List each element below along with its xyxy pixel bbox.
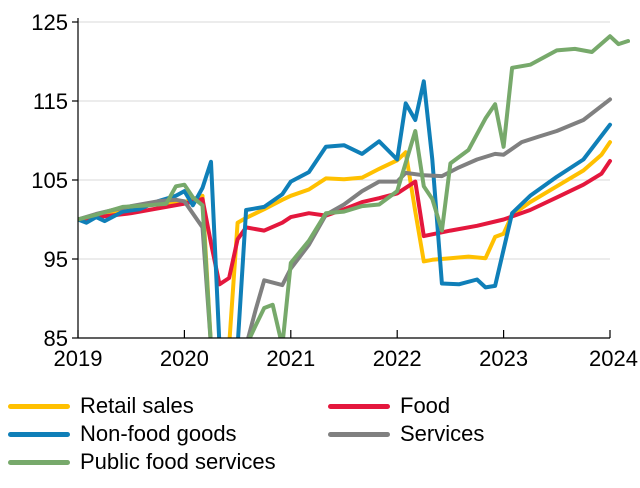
x-tick-label: 2022 — [373, 346, 422, 371]
legend-swatch-food — [328, 403, 390, 409]
y-tick-label: 105 — [31, 168, 68, 193]
legend-swatch-public-food-services — [8, 459, 70, 465]
x-tick-label: 2024 — [589, 346, 638, 371]
legend-label-services: Services — [400, 421, 485, 446]
y-tick-label: 85 — [44, 326, 68, 351]
x-tick-label: 2019 — [54, 346, 103, 371]
series-line-services — [78, 97, 612, 338]
x-tick-label: 2021 — [266, 346, 315, 371]
legend-label-public-food-services: Public food services — [80, 449, 276, 474]
legend-label-food: Food — [400, 393, 451, 418]
legend-item-public-food-services: Public food services — [8, 448, 276, 476]
y-tick-label: 95 — [44, 247, 68, 272]
legend-item-retail-sales: Retail sales — [8, 392, 194, 420]
x-tick-label: 2023 — [479, 346, 528, 371]
legend-item-non-food-goods: Non-food goods — [8, 420, 237, 448]
series-line-retail-sales — [78, 140, 612, 338]
series-line-public-food-services — [78, 34, 630, 338]
legend-swatch-services — [328, 431, 390, 437]
series-layer — [78, 34, 630, 338]
x-tick-label: 2020 — [160, 346, 209, 371]
legend-item-food: Food — [328, 392, 450, 420]
legend-label-retail-sales: Retail sales — [80, 393, 194, 418]
legend: Retail sales Food Non-food goods Service… — [0, 392, 640, 488]
legend-swatch-retail-sales — [8, 403, 70, 409]
y-tick-label: 115 — [33, 89, 68, 114]
legend-label-non-food-goods: Non-food goods — [80, 421, 237, 446]
series-line-food — [78, 159, 612, 287]
legend-item-services: Services — [328, 420, 484, 448]
legend-swatch-non-food-goods — [8, 431, 70, 437]
y-tick-label: 125 — [31, 10, 68, 35]
